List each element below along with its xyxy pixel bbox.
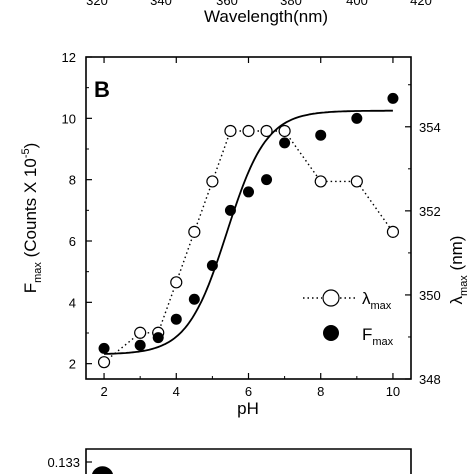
right-y-tick-label: 352 <box>419 204 441 219</box>
fmax-point <box>351 112 363 124</box>
legend-open-circle-icon <box>322 289 340 307</box>
top-x-tick-label: 380 <box>280 0 302 8</box>
lambda-max-point <box>170 276 183 289</box>
lambda-max-point <box>224 124 237 138</box>
x-tick-label: 8 <box>317 384 324 399</box>
bottom-y-tick-label: 0.133 <box>47 455 80 470</box>
lambda-max-line <box>103 130 394 363</box>
left-y-tick-label: 10 <box>62 111 76 126</box>
top-x-ticks: 320 340 360 380 400 420 <box>86 0 432 8</box>
x-tick-label: 4 <box>173 384 180 399</box>
right-y-tick-label: 348 <box>419 372 441 387</box>
top-x-tick-label: 320 <box>86 0 108 8</box>
right-y-axis-label: λmax (nm) <box>447 236 470 305</box>
lambda-max-point <box>134 326 147 339</box>
left-y-tick-label: 4 <box>69 295 76 310</box>
top-x-tick-label: 420 <box>410 0 432 8</box>
fmax-point <box>206 260 218 272</box>
fmax-point <box>243 186 254 198</box>
legend-fmax-label: Fmax <box>362 325 394 348</box>
x-axis-label: pH <box>237 399 259 418</box>
fmax-point <box>387 92 399 104</box>
bottom-panel-frame <box>85 448 412 474</box>
top-x-tick-label: 340 <box>150 0 172 8</box>
left-y-axis-ticks: 2 4 6 8 10 12 <box>62 50 92 372</box>
fmax-point <box>152 332 164 344</box>
lambda-max-point <box>350 175 363 188</box>
x-tick-label: 6 <box>245 384 252 399</box>
panel-label: B <box>94 77 110 102</box>
lambda-max-point <box>242 124 255 138</box>
left-y-tick-label: 6 <box>69 234 76 249</box>
legend-filled-circle-icon <box>323 325 339 341</box>
fmax-point <box>224 204 236 216</box>
panel-b: B 2 4 6 8 10 2 4 6 8 10 12 348 350 352 354 pH Fmax (… <box>20 50 470 418</box>
bottom-partial-marker <box>92 466 113 474</box>
left-y-tick-label: 2 <box>69 357 76 372</box>
fmax-point <box>98 342 110 354</box>
right-y-tick-label: 354 <box>419 120 441 135</box>
top-x-tick-label: 400 <box>346 0 368 8</box>
right-y-tick-label: 350 <box>419 288 441 303</box>
right-y-axis-ticks: 348 350 352 354 <box>405 84 441 387</box>
fmax-point <box>261 174 273 186</box>
fmax-point <box>279 137 291 149</box>
top-x-tick-label: 360 <box>216 0 238 8</box>
left-y-axis-label: Fmax (Counts X 10-5) <box>20 143 44 294</box>
lambda-max-point <box>206 175 219 188</box>
left-y-tick-label: 12 <box>62 50 76 65</box>
fmax-point <box>170 313 182 325</box>
fmax-point <box>188 293 200 305</box>
x-axis-ticks: 2 4 6 8 10 <box>100 57 400 399</box>
legend-lambda-label: λmax <box>362 289 392 312</box>
top-x-axis-label: Wavelength(nm) <box>204 7 328 26</box>
x-tick-label: 2 <box>100 384 107 399</box>
fmax-point <box>134 339 146 351</box>
lambda-max-point <box>386 225 400 238</box>
lambda-max-point <box>314 175 327 188</box>
lambda-max-point <box>188 225 201 238</box>
fmax-fit-curve <box>104 109 393 355</box>
left-y-tick-label: 8 <box>69 173 76 188</box>
fmax-point <box>315 129 327 141</box>
bottom-panel-fragment: 0.133 <box>47 448 412 474</box>
top-panel-fragment: 320 340 360 380 400 420 Wavelength(nm) <box>86 0 432 26</box>
series-layer <box>97 92 400 369</box>
lambda-max-point <box>260 124 273 138</box>
lambda-max-point <box>278 124 291 138</box>
x-tick-label: 10 <box>386 384 400 399</box>
lambda-max-point <box>97 356 111 369</box>
legend: λmax Fmax <box>303 289 394 348</box>
